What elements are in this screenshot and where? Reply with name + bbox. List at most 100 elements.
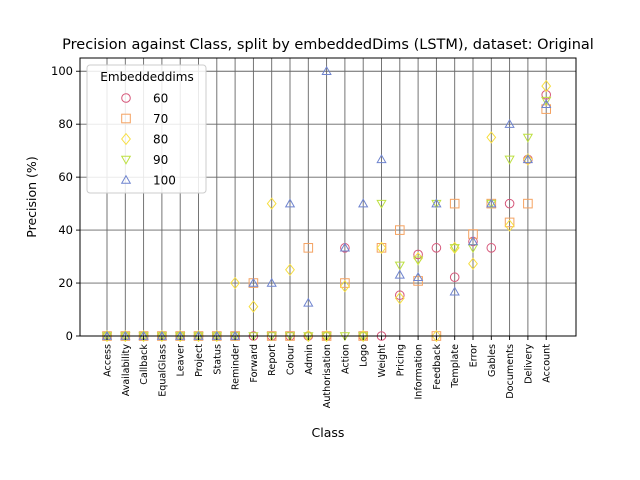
x-tick-label: Pricing [395, 344, 406, 376]
legend-marker-90 [120, 155, 132, 165]
x-tick-label: Action [340, 344, 351, 374]
legend-label-80: 80 [153, 133, 168, 147]
point-dims80-report [266, 197, 277, 210]
legend-marker-100 [120, 174, 132, 184]
point-dims80-colour [285, 263, 295, 276]
point-dims100-delivery [522, 154, 534, 164]
point-dims70-admin [303, 243, 314, 253]
point-dims80-pricing [394, 291, 405, 305]
x-axis-label: Class [312, 425, 345, 440]
point-dims90-pricing [394, 261, 405, 271]
x-tick-label: Status [212, 344, 223, 375]
y-tick-label: 60 [58, 170, 73, 184]
point-dims80-template [449, 241, 460, 255]
point-dims80-documents [504, 219, 515, 232]
point-dims80-information [413, 251, 424, 265]
point-dims90-equalglass [156, 332, 168, 342]
x-tick-label: Error [469, 344, 480, 367]
point-dims100-action [339, 242, 351, 252]
point-dims80-reminder [230, 276, 241, 290]
point-dims80-weight [376, 241, 387, 255]
point-dims80-status [211, 329, 222, 343]
point-dims90-forward [248, 332, 259, 342]
point-dims90-feedback [431, 199, 442, 209]
point-dims80-account [541, 79, 552, 93]
x-tick-label: Forward [249, 344, 260, 383]
point-dims90-admin [303, 332, 314, 342]
point-dims90-weight [376, 199, 387, 209]
x-tick-label: Project [194, 344, 205, 377]
point-dims70-delivery [523, 198, 533, 209]
point-dims90-action [339, 332, 351, 342]
x-tick-label: Availability [121, 344, 132, 397]
x-tick-label: Logo [359, 344, 370, 367]
x-tick-label: Delivery [523, 344, 534, 384]
point-dims90-template [449, 244, 460, 254]
point-dims90-callback [138, 332, 149, 342]
y-tick-label: 40 [58, 223, 73, 237]
point-dims100-template [449, 286, 460, 296]
point-dims100-account [541, 99, 552, 109]
x-tick-label: Report [267, 344, 278, 376]
point-dims100-admin [303, 297, 314, 307]
x-tick-label: Template [450, 344, 461, 389]
x-tick-label: Colour [286, 344, 297, 375]
point-dims100-colour [284, 198, 296, 208]
point-dims70-documents [504, 217, 515, 228]
legend: Embeddeddims 60 70 80 90 100 [86, 64, 207, 194]
point-dims80-error [468, 257, 478, 270]
point-dims90-gables [486, 199, 497, 209]
point-dims90-report [266, 332, 277, 342]
point-dims60-feedback [431, 243, 442, 253]
point-dims100-pricing [394, 269, 405, 279]
point-dims80-logo [358, 329, 369, 343]
point-dims90-documents [504, 155, 515, 165]
axis-ticks: Access Availability Callback EqualGlass Leav… [51, 64, 553, 408]
point-dims80-delivery [522, 153, 533, 166]
point-dims90-delivery [522, 133, 534, 143]
y-tick-label: 100 [51, 64, 73, 78]
x-tick-label: Information [414, 344, 425, 400]
point-dims60-template [449, 272, 460, 283]
chart-title: Precision against Class, split by embedd… [62, 37, 594, 53]
point-dims90-colour [284, 332, 296, 342]
legend-box [86, 64, 207, 194]
point-dims90-access [101, 332, 113, 342]
point-dims90-status [211, 332, 222, 342]
point-dims80-availability [120, 329, 131, 343]
x-tick-label: Leaver [176, 344, 187, 377]
point-dims70-pricing [395, 225, 405, 235]
x-tick-label: Callback [139, 344, 150, 385]
x-tick-label: Weight [377, 344, 388, 378]
point-dims90-logo [358, 332, 369, 342]
x-tick-label: Documents [505, 344, 516, 399]
point-dims80-authorisation [321, 329, 332, 343]
x-tick-label: EqualGlass [157, 344, 168, 397]
plot-frame [79, 57, 577, 337]
point-dims100-forward [248, 277, 259, 287]
point-dims100-error [467, 236, 479, 246]
point-dims100-authorisation [321, 65, 332, 75]
point-dims100-logo [358, 198, 369, 208]
legend-label-60: 60 [153, 92, 168, 106]
point-dims90-information [412, 256, 424, 266]
point-dims90-account [541, 96, 552, 106]
point-dims100-documents [504, 118, 515, 128]
x-tick-label: Admin [304, 344, 315, 375]
point-dims80-feedback [431, 329, 442, 343]
point-dims80-admin [303, 329, 314, 343]
point-dims80-equalglass [156, 329, 167, 343]
x-tick-label: Authorisation [322, 344, 333, 408]
point-dims100-feedback [431, 198, 442, 208]
point-dims80-action [339, 280, 350, 293]
legend-label-70: 70 [153, 112, 168, 126]
y-tick-label: 20 [58, 276, 73, 290]
legend-marker-60 [121, 93, 131, 103]
point-dims60-pricing [395, 290, 405, 301]
point-dims80-leaver [175, 329, 186, 343]
x-tick-label: Feedback [432, 344, 443, 390]
point-dims100-gables [486, 198, 497, 208]
y-tick-label: 80 [58, 117, 73, 131]
point-dims80-forward [248, 300, 259, 313]
